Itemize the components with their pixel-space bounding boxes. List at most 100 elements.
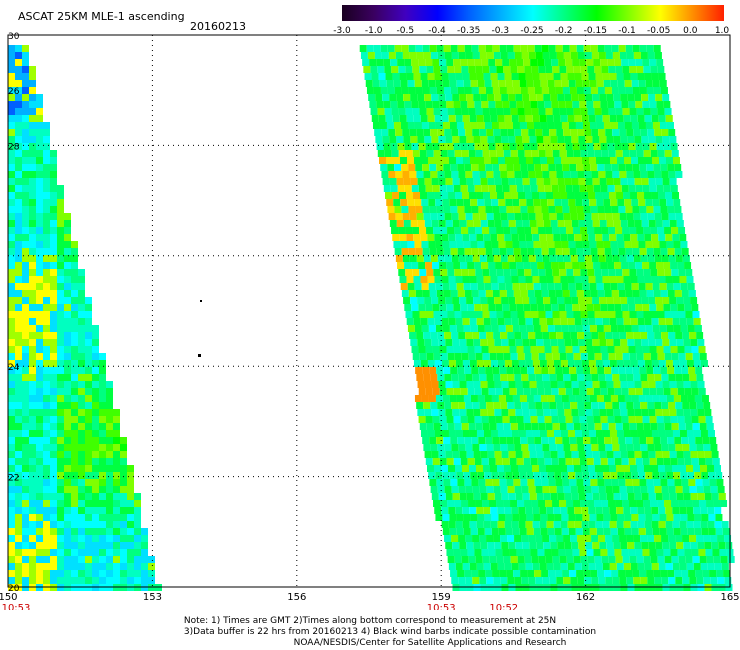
swath-cell <box>452 297 460 304</box>
swath-cell <box>715 514 723 521</box>
swath-cell <box>625 570 633 577</box>
swath-cell <box>530 549 538 556</box>
swath-cell <box>415 45 423 52</box>
swath-cell <box>514 535 522 542</box>
swath-cell <box>462 276 470 283</box>
swath-cell <box>647 374 655 381</box>
swath-cell <box>488 549 496 556</box>
swath-cell <box>695 367 703 374</box>
swath-cell <box>29 332 36 339</box>
swath-cell <box>481 549 489 556</box>
swath-cell <box>427 115 435 122</box>
swath-cell <box>446 262 454 269</box>
swath-cell <box>560 318 568 325</box>
swath-cell <box>651 115 659 122</box>
swath-cell <box>544 262 552 269</box>
swath-cell <box>378 115 386 122</box>
swath-cell <box>605 486 613 493</box>
swath-cell <box>85 339 92 346</box>
swath-cell <box>630 430 638 437</box>
swath-cell <box>676 451 684 458</box>
swath-cell <box>558 549 566 556</box>
swath-cell <box>504 276 512 283</box>
swath-cell <box>463 528 471 535</box>
swath-cell <box>403 220 411 227</box>
swath-cell <box>571 297 579 304</box>
swath-cell <box>528 255 536 262</box>
swath-cell <box>513 87 521 94</box>
swath-cell <box>577 213 585 220</box>
swath-cell <box>452 451 460 458</box>
swath-cell <box>467 458 475 465</box>
swath-cell <box>574 563 582 570</box>
swath-cell <box>521 486 529 493</box>
swath-cell <box>642 101 650 108</box>
swath-cell <box>512 122 520 129</box>
swath-cell <box>443 367 451 374</box>
swath-cell <box>641 220 649 227</box>
swath-cell <box>609 276 617 283</box>
swath-cell <box>564 381 572 388</box>
swath-cell <box>519 122 527 129</box>
swath-cell <box>493 213 501 220</box>
swath-cell <box>29 213 36 220</box>
swath-cell <box>480 451 488 458</box>
swath-cell <box>469 73 477 80</box>
swath-cell <box>29 570 36 577</box>
swath-cell <box>527 164 535 171</box>
swath-cell <box>440 108 448 115</box>
swath-cell <box>134 542 141 549</box>
swath-cell <box>469 507 477 514</box>
swath-cell <box>15 262 22 269</box>
swath-cell <box>456 472 464 479</box>
swath-cell <box>64 374 71 381</box>
swath-cell <box>443 290 451 297</box>
swath-cell <box>682 444 690 451</box>
swath-cell <box>71 556 78 563</box>
swath-cell <box>682 486 690 493</box>
swath-cell <box>106 570 113 577</box>
swath-cell <box>459 409 467 416</box>
swath-cell <box>78 269 85 276</box>
swath-cell <box>392 192 400 199</box>
swath-cell <box>650 500 658 507</box>
swath-cell <box>64 528 71 535</box>
swath-cell <box>662 339 670 346</box>
swath-cell <box>708 472 716 479</box>
swath-cell <box>461 150 469 157</box>
swath-cell <box>479 374 487 381</box>
swath-cell <box>637 507 645 514</box>
swath-cell <box>29 136 36 143</box>
swath-cell <box>385 115 393 122</box>
swath-cell <box>71 283 78 290</box>
swath-cell <box>515 178 523 185</box>
swath-cell <box>141 570 148 577</box>
swath-cell <box>501 136 509 143</box>
swath-cell <box>416 255 424 262</box>
swath-cell <box>540 199 548 206</box>
swath-cell <box>439 101 447 108</box>
swath-cell <box>463 395 471 402</box>
swath-cell <box>113 437 120 444</box>
swath-cell <box>649 388 657 395</box>
swath-cell <box>57 521 64 528</box>
swath-cell <box>465 129 473 136</box>
swath-cell <box>698 458 706 465</box>
swath-cell <box>467 549 475 556</box>
swath-cell <box>598 52 606 59</box>
swath-cell <box>514 129 522 136</box>
swath-cell <box>580 556 588 563</box>
swath-cell <box>420 318 428 325</box>
swath-cell <box>599 409 607 416</box>
swath-cell <box>500 535 508 542</box>
swath-cell <box>43 206 50 213</box>
swath-cell <box>676 297 684 304</box>
swath-cell <box>472 129 480 136</box>
swath-cell <box>443 45 451 52</box>
swath-cell <box>50 542 57 549</box>
swath-cell <box>661 171 669 178</box>
swath-cell <box>473 493 481 500</box>
swath-cell <box>440 500 448 507</box>
swath-cell <box>29 416 36 423</box>
swath-cell <box>653 206 661 213</box>
